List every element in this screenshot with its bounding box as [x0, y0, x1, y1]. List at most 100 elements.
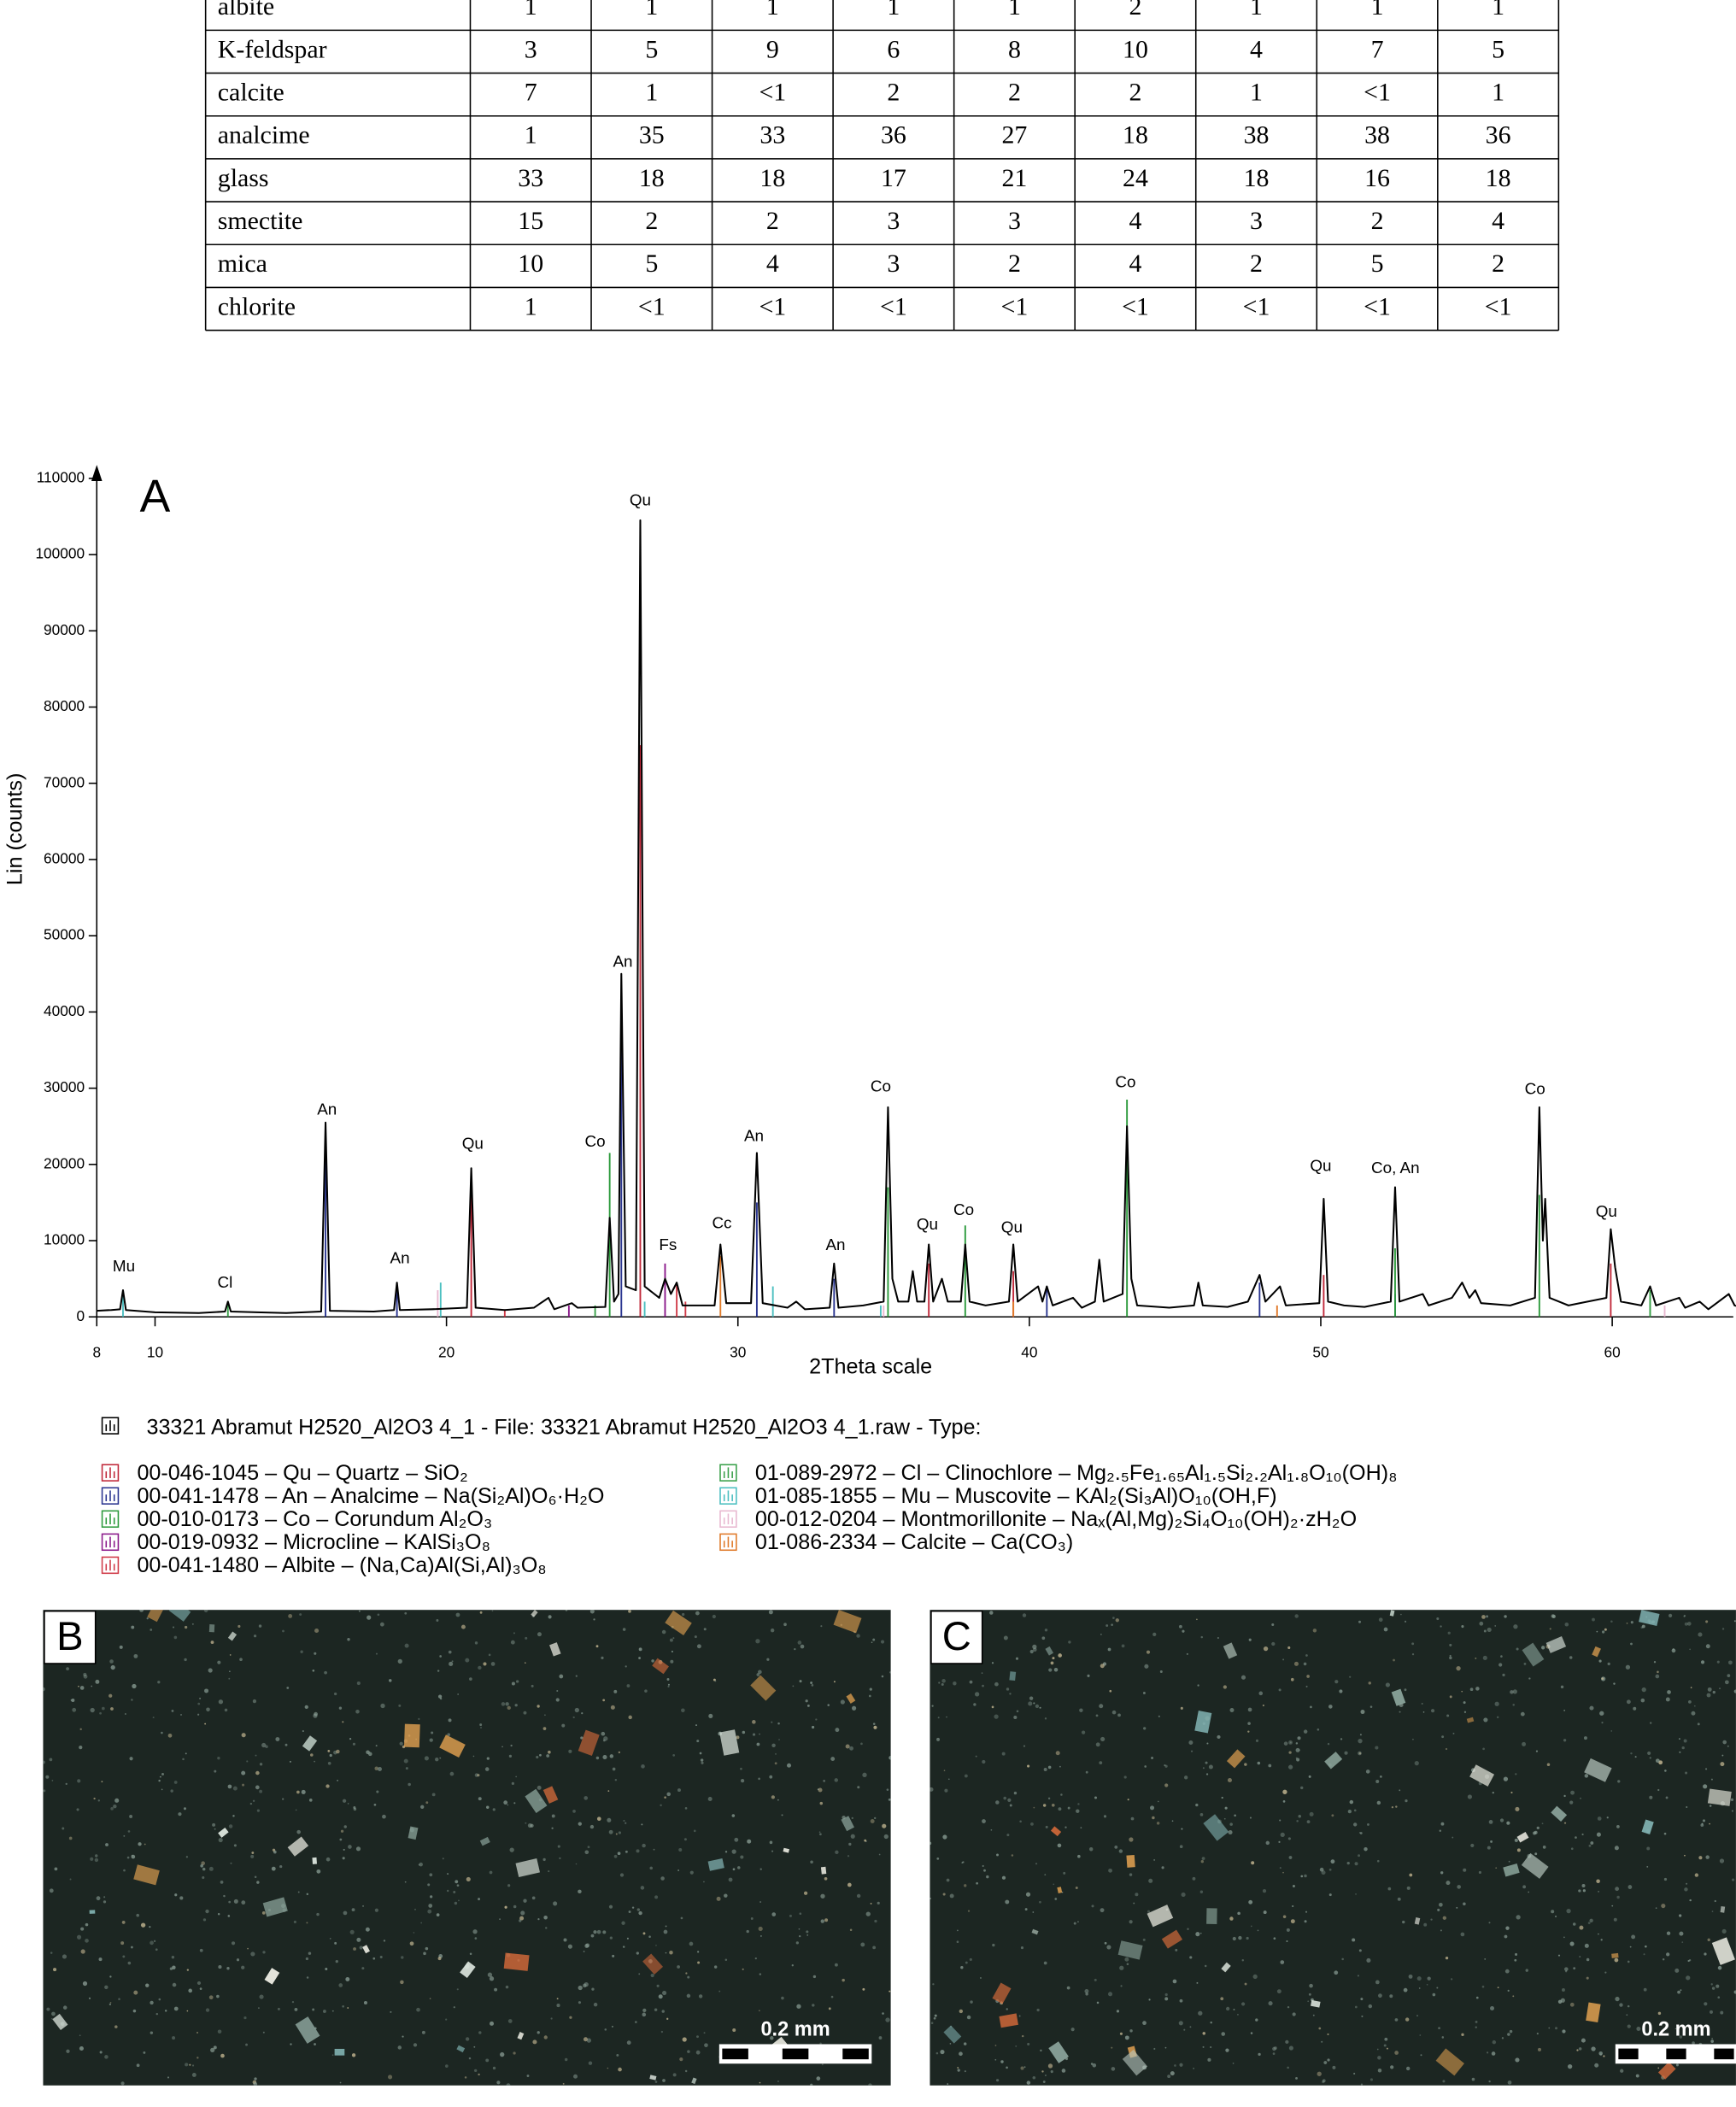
grain [261, 1911, 266, 1915]
grain [435, 1758, 439, 1762]
grain [335, 1959, 338, 1963]
grain [1615, 1996, 1620, 2002]
grain [638, 1910, 642, 1916]
table-cell: 4 [766, 249, 779, 278]
grain [1631, 1934, 1636, 1940]
grain [294, 2007, 298, 2011]
grain [484, 1767, 490, 1771]
crystal [295, 2016, 320, 2044]
grain [1308, 1775, 1311, 1778]
grain [490, 2021, 495, 2026]
grain [1312, 1629, 1317, 1633]
grain [1617, 1780, 1621, 1783]
grain [969, 1680, 973, 1684]
grain [1353, 2072, 1356, 2075]
grain [1319, 1867, 1324, 1872]
grain [1504, 1969, 1510, 1974]
grain [760, 1868, 762, 1870]
grain [1535, 1750, 1539, 1752]
grain [1263, 1646, 1269, 1652]
grain [91, 1685, 93, 1687]
grain [455, 1612, 460, 1617]
grain [241, 1965, 245, 1969]
grain [1124, 1957, 1129, 1962]
grain [1491, 2051, 1496, 2056]
grain [1292, 1885, 1295, 1887]
grain [1099, 1704, 1104, 1709]
grain [703, 1881, 705, 1883]
grain [840, 1699, 845, 1705]
grain [1280, 1832, 1285, 1838]
grain [1355, 1893, 1357, 1895]
grain [584, 1944, 589, 1948]
grain [648, 1935, 651, 1938]
grain [447, 1733, 451, 1737]
grain [1368, 1681, 1371, 1685]
grain [1223, 1817, 1226, 1820]
grain [609, 1936, 613, 1940]
grain [578, 1889, 582, 1894]
grain [1680, 1989, 1682, 1992]
grain [1287, 2005, 1290, 2009]
grain [530, 1823, 534, 1828]
grain [1364, 1847, 1368, 1852]
grain [243, 2016, 247, 2020]
grain [1721, 1628, 1725, 1630]
grain [1295, 1757, 1298, 1759]
grain [1375, 1746, 1379, 1750]
grain [1227, 1777, 1232, 1783]
grain [835, 1850, 839, 1855]
grain [1080, 1827, 1082, 1828]
grain [1280, 1960, 1285, 1964]
grain [79, 1686, 85, 1690]
grain [976, 1881, 978, 1885]
grain [1640, 1626, 1644, 1629]
grain [959, 2009, 964, 2014]
grain [1006, 2066, 1008, 2069]
grain [1305, 1910, 1308, 1913]
grain [618, 1751, 621, 1754]
grain [1181, 1828, 1183, 1830]
grain [799, 1912, 802, 1916]
grain [1100, 1634, 1102, 1635]
grain [96, 1896, 101, 1901]
crystal [1657, 2062, 1676, 2080]
table-cell: K-feldspar [218, 35, 327, 63]
grain [800, 1644, 805, 1649]
grain [477, 1774, 480, 1777]
grain [445, 2064, 449, 2068]
crystal [1048, 2041, 1069, 2063]
peak-label: An [825, 1235, 845, 1253]
grain [667, 1683, 670, 1686]
grain [1050, 2070, 1053, 2074]
grain [1475, 1687, 1480, 1691]
grain [1710, 1778, 1713, 1781]
grain [424, 1756, 429, 1761]
crystal [1711, 1937, 1735, 1965]
grain [1187, 1928, 1189, 1930]
grain [510, 1640, 515, 1645]
grain [253, 2081, 258, 2086]
grain [99, 1711, 102, 1715]
grain [1272, 2052, 1276, 2055]
grain [930, 1787, 934, 1792]
grain [1733, 1689, 1736, 1693]
grain [1611, 1905, 1614, 1907]
grain [316, 1912, 320, 1916]
grain [1674, 1968, 1680, 1973]
grain [870, 1819, 875, 1823]
grain [1471, 2077, 1475, 2081]
grain [205, 1909, 209, 1914]
grain [724, 1958, 728, 1962]
grain [1597, 1816, 1602, 1821]
grain [1488, 1820, 1493, 1824]
grain [650, 1973, 654, 1978]
grain [329, 1753, 332, 1758]
grain [938, 1681, 941, 1684]
grain [161, 1788, 163, 1791]
grain [865, 1911, 871, 1916]
grain [1449, 1695, 1452, 1699]
grain [1439, 1902, 1443, 1907]
grain [1175, 1948, 1178, 1951]
grain [161, 1773, 164, 1775]
